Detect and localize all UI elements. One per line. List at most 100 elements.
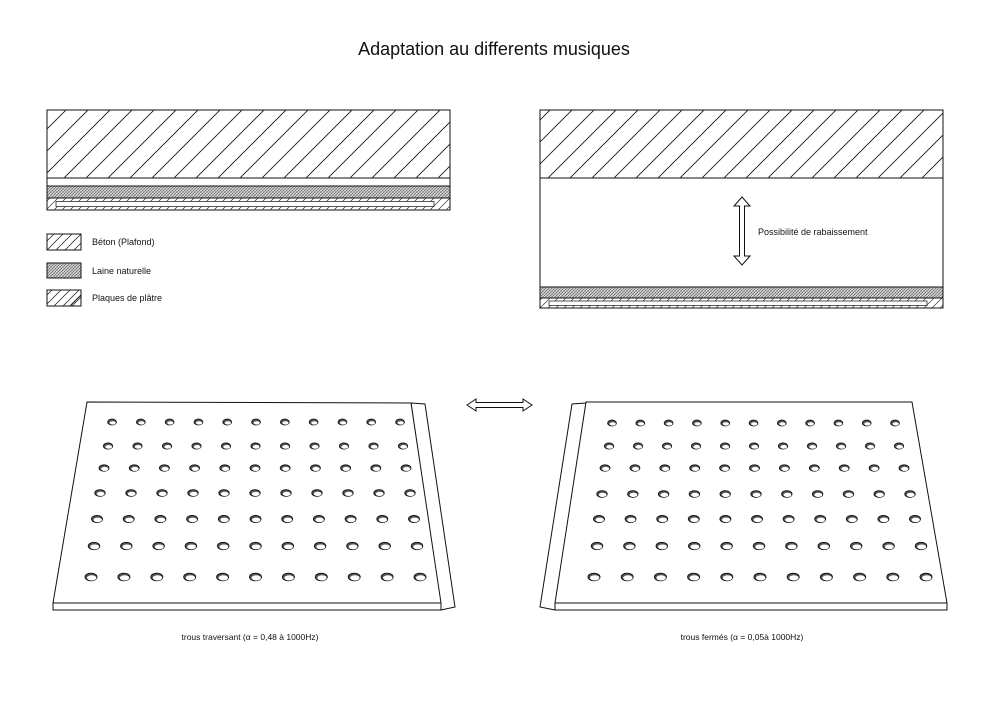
hole-opening: [347, 517, 356, 523]
hole-opening: [694, 422, 701, 426]
hole-opening: [690, 544, 700, 550]
legend-item-plaster: Plaques de plâtre: [46, 289, 162, 307]
hole: [366, 418, 377, 426]
hole: [218, 489, 230, 497]
hole-opening: [125, 517, 134, 523]
hole: [380, 572, 394, 582]
hole: [720, 541, 733, 551]
legend-item-wool: Laine naturelle: [46, 262, 151, 279]
hole-opening: [167, 421, 174, 425]
hole: [656, 515, 669, 523]
right-caption: trous fermés (α = 0,05à 1000Hz): [681, 632, 804, 642]
hole-opening: [901, 466, 909, 471]
hole-opening: [838, 445, 846, 449]
hole-opening: [164, 445, 172, 449]
hole: [690, 442, 702, 450]
hole-opening: [602, 466, 610, 471]
wool-swatch: [46, 262, 82, 279]
hole: [280, 489, 292, 497]
hole: [193, 418, 204, 426]
hole-opening: [154, 544, 164, 550]
concrete-layer: [539, 109, 944, 179]
hole-opening: [879, 517, 889, 523]
hole-opening: [284, 575, 294, 581]
hole-opening: [755, 575, 766, 581]
hole: [370, 464, 382, 472]
hole: [806, 442, 818, 450]
hole-opening: [814, 492, 823, 498]
hole-opening: [609, 422, 616, 426]
hole-opening: [693, 445, 701, 449]
hole-opening: [196, 421, 203, 425]
hole: [692, 419, 702, 427]
hole-opening: [344, 491, 353, 497]
hole: [368, 442, 379, 450]
hole-opening: [884, 544, 894, 550]
hole-opening: [836, 422, 843, 426]
hole-opening: [350, 575, 360, 581]
hole: [189, 464, 200, 472]
hole: [400, 464, 412, 472]
hole: [125, 489, 137, 497]
hole-opening: [403, 466, 411, 471]
hole-opening: [631, 466, 640, 471]
hole: [632, 442, 644, 450]
hole-opening: [787, 544, 797, 550]
hole-opening: [690, 517, 699, 523]
hole-opening: [896, 445, 904, 449]
hole-opening: [375, 491, 384, 497]
hole: [893, 442, 905, 450]
hole-opening: [415, 575, 426, 581]
concrete-swatch: [46, 233, 82, 251]
hole-opening: [161, 466, 169, 471]
hole: [150, 572, 164, 582]
hole: [620, 572, 634, 582]
hole: [117, 572, 131, 582]
hole-opening: [816, 517, 826, 523]
hole: [720, 419, 731, 427]
hole: [310, 464, 321, 472]
hole-opening: [313, 491, 322, 497]
hole-opening: [921, 575, 932, 581]
hole-opening: [691, 492, 700, 498]
hole-opening: [220, 517, 229, 523]
plaster-inner: [55, 201, 435, 207]
hole: [84, 572, 98, 582]
hole-opening: [282, 491, 291, 497]
hole: [395, 418, 405, 426]
hole: [159, 464, 170, 472]
hole: [819, 572, 833, 582]
hole-opening: [911, 517, 920, 523]
hole: [811, 490, 824, 498]
hole-opening: [397, 421, 404, 425]
hole-opening: [867, 445, 875, 449]
hole: [344, 515, 357, 523]
hole-opening: [220, 491, 229, 497]
hole-opening: [193, 445, 201, 449]
hole-opening: [316, 544, 326, 550]
hole: [120, 541, 133, 551]
hole: [184, 541, 198, 551]
hole: [373, 489, 385, 497]
hole: [661, 442, 673, 450]
hole-opening: [410, 517, 419, 523]
hole: [687, 572, 701, 582]
hole: [279, 418, 290, 426]
hole: [751, 515, 763, 523]
left-caption: trous traversant (α = 0,48 à 1000Hz): [182, 632, 319, 642]
hole: [719, 464, 730, 472]
hole: [814, 515, 827, 523]
hole: [653, 572, 667, 582]
hole: [313, 541, 327, 551]
legend-label: Plaques de plâtre: [92, 293, 162, 303]
hole-opening: [283, 517, 293, 523]
plaster-inner: [548, 300, 928, 306]
hole: [107, 418, 117, 426]
hole: [719, 515, 732, 523]
hole-opening: [664, 445, 672, 449]
hole: [161, 442, 173, 450]
hole: [750, 490, 762, 498]
hole-opening: [755, 544, 765, 550]
hole: [216, 572, 230, 582]
